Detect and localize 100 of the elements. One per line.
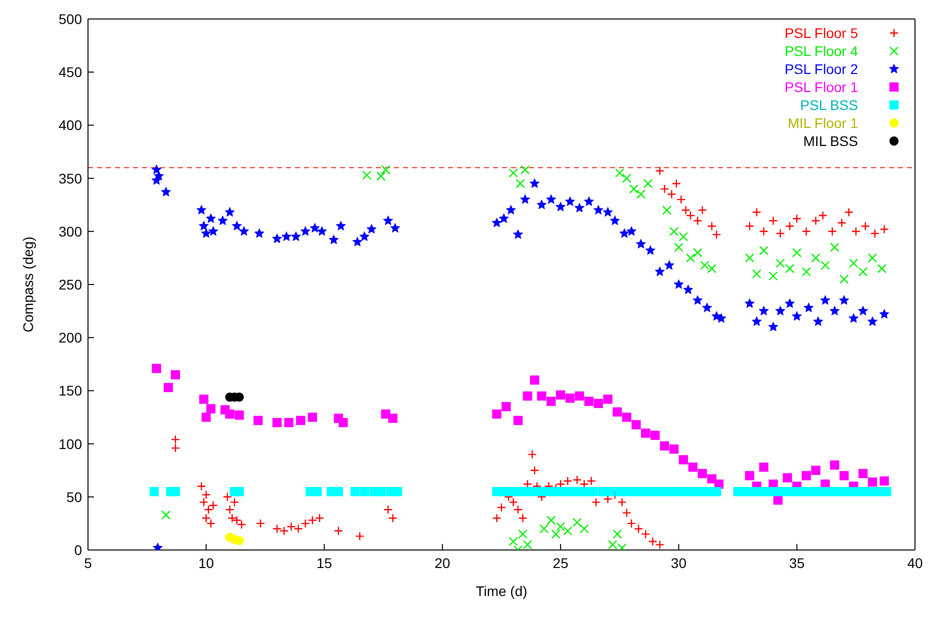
point xyxy=(678,455,688,464)
point xyxy=(792,248,802,258)
point xyxy=(284,418,294,428)
point xyxy=(759,462,768,472)
point xyxy=(745,471,754,480)
point xyxy=(643,179,653,188)
point xyxy=(234,410,244,420)
point xyxy=(622,174,632,183)
point xyxy=(617,543,627,550)
point xyxy=(530,375,540,385)
point xyxy=(563,526,572,536)
point xyxy=(802,471,811,480)
point xyxy=(376,172,386,181)
point xyxy=(508,168,518,178)
y-tick-label: 100 xyxy=(58,436,82,452)
y-tick-label: 400 xyxy=(58,117,82,134)
point xyxy=(338,418,348,428)
point xyxy=(820,260,830,270)
point xyxy=(868,477,878,487)
y-tick-label: 150 xyxy=(58,382,82,399)
point xyxy=(752,269,762,278)
legend-label: MIL BSS xyxy=(803,132,858,150)
point xyxy=(848,258,858,268)
point xyxy=(811,253,820,263)
point xyxy=(759,246,768,256)
point xyxy=(508,536,518,546)
point xyxy=(161,510,171,520)
point xyxy=(785,264,794,274)
point xyxy=(880,476,889,486)
y-tick-label: 200 xyxy=(58,330,82,346)
point xyxy=(272,418,282,428)
point xyxy=(622,412,632,422)
point xyxy=(776,258,785,268)
legend-label: PSL Floor 5 xyxy=(784,24,858,42)
point xyxy=(698,468,707,478)
y-tick-label: 450 xyxy=(58,64,82,80)
y-tick-label: 300 xyxy=(58,223,82,240)
point xyxy=(840,274,849,284)
point xyxy=(745,253,754,263)
point xyxy=(669,444,679,454)
legend-label: PSL Floor 2 xyxy=(784,60,858,78)
point xyxy=(608,540,618,550)
point xyxy=(202,412,211,422)
point xyxy=(840,471,849,480)
point xyxy=(662,206,672,215)
point xyxy=(164,382,173,392)
point xyxy=(556,522,566,532)
point xyxy=(830,242,840,252)
point xyxy=(546,516,556,525)
point xyxy=(518,529,528,539)
point xyxy=(584,396,594,406)
x-axis-title: Time (d) xyxy=(476,583,528,599)
point xyxy=(773,495,783,505)
point xyxy=(700,260,710,270)
point xyxy=(556,390,566,400)
x-tick-label: 10 xyxy=(198,554,214,571)
y-tick-label: 0 xyxy=(74,542,82,558)
point xyxy=(782,473,792,482)
point xyxy=(572,518,582,527)
point xyxy=(492,409,502,419)
y-tick-label: 500 xyxy=(58,10,82,27)
point xyxy=(580,524,589,534)
x-tick-label: 30 xyxy=(670,554,687,571)
point xyxy=(768,271,778,281)
point xyxy=(362,170,372,180)
point xyxy=(858,468,868,478)
point xyxy=(522,540,532,550)
point xyxy=(522,391,532,401)
point xyxy=(296,416,306,426)
point xyxy=(615,168,624,178)
point xyxy=(234,536,244,546)
point xyxy=(546,396,556,406)
point xyxy=(674,242,684,252)
point xyxy=(669,226,679,236)
point xyxy=(537,391,546,401)
point xyxy=(381,165,390,174)
point xyxy=(170,370,180,380)
x-tick-label: 40 xyxy=(907,554,923,571)
point xyxy=(830,460,840,470)
y-tick-label: 350 xyxy=(58,170,82,186)
point xyxy=(632,420,641,430)
x-tick-label: 35 xyxy=(789,554,805,571)
point xyxy=(612,529,622,539)
point xyxy=(594,398,603,408)
y-tick-label: 50 xyxy=(66,488,82,505)
point xyxy=(802,267,811,276)
legend-label: PSL Floor 4 xyxy=(784,42,858,60)
point xyxy=(707,264,716,274)
point xyxy=(858,267,868,276)
point xyxy=(678,232,688,242)
point xyxy=(603,394,612,404)
point xyxy=(868,253,878,263)
point xyxy=(520,165,530,174)
point xyxy=(686,253,696,263)
point xyxy=(811,466,820,475)
x-tick-label: 25 xyxy=(552,554,569,571)
y-tick-label: 250 xyxy=(58,276,82,292)
point xyxy=(688,462,698,472)
point xyxy=(254,416,263,426)
point xyxy=(565,394,575,403)
